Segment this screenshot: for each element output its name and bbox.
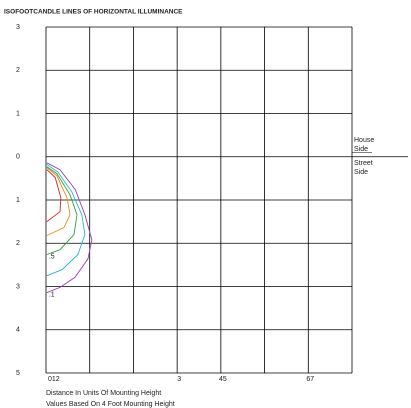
y-tick-label: 4 [16, 327, 20, 334]
isoline [46, 162, 93, 294]
x-tick-label: 3 [177, 376, 181, 383]
y-tick-label: 2 [16, 240, 20, 247]
y-tick-label: 5 [16, 370, 20, 377]
chart-title: ISOFOOTCANDLE LINES OF HORIZONTAL ILLUMI… [4, 9, 183, 16]
street-side-label: Street Side [354, 160, 373, 176]
isoline [46, 164, 86, 277]
isoline [46, 167, 71, 236]
isoline-label: .1 [49, 291, 55, 298]
y-tick-label: 3 [16, 283, 20, 290]
isoline [46, 166, 78, 255]
x-tick-label: 012 [48, 376, 60, 383]
y-tick-label: 1 [16, 197, 20, 204]
y-tick-label: 0 [16, 154, 20, 161]
x-tick-label: 67 [306, 376, 314, 383]
y-tick-label: 3 [16, 24, 20, 31]
note: Values Based On 4 Foot Mounting Height [46, 401, 175, 408]
isoline-label: .5 [49, 253, 55, 260]
note: Distance In Units Of Mounting Height [46, 390, 161, 397]
house-side-label: House Side [354, 137, 374, 153]
y-tick-label: 1 [16, 110, 20, 117]
x-tick-label: 45 [219, 376, 227, 383]
isoline [46, 169, 62, 222]
y-tick-label: 2 [16, 67, 20, 74]
